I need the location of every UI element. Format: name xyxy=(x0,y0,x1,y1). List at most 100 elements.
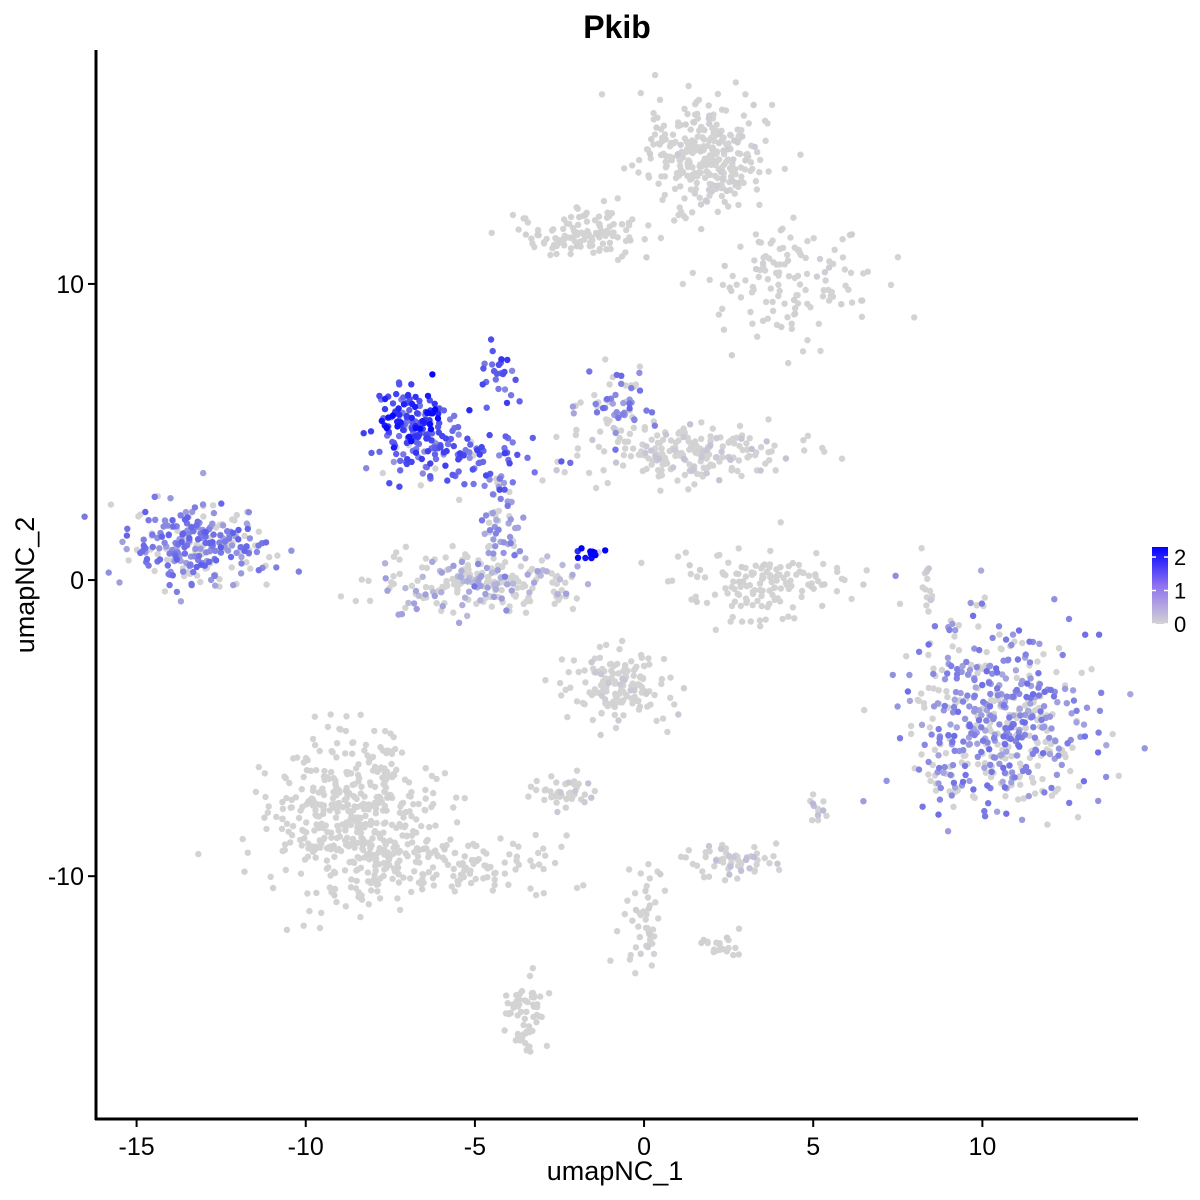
cell-point xyxy=(703,446,711,453)
cell-point xyxy=(297,807,304,814)
cell-point xyxy=(625,866,633,873)
cell-point xyxy=(245,509,252,516)
cell-point xyxy=(1073,707,1080,714)
cell-point xyxy=(498,595,505,602)
cell-point xyxy=(648,962,655,969)
cell-point xyxy=(693,598,700,605)
cell-point xyxy=(723,158,730,165)
cell-point xyxy=(395,879,403,886)
cell-point xyxy=(656,141,663,148)
cell-point xyxy=(427,425,435,433)
y-tick-label: -10 xyxy=(48,863,84,891)
cell-point xyxy=(705,115,712,122)
cell-point xyxy=(603,246,610,253)
cell-point xyxy=(641,426,648,433)
cell-point xyxy=(243,520,251,527)
cell-point xyxy=(478,517,486,524)
cell-point xyxy=(1034,762,1042,769)
cell-point xyxy=(593,409,601,416)
cell-point xyxy=(1073,719,1080,726)
cell-point xyxy=(200,513,207,520)
cell-point xyxy=(949,761,957,769)
cell-point xyxy=(628,384,635,392)
cell-point xyxy=(393,766,400,773)
cell-point xyxy=(721,262,728,270)
cell-point xyxy=(455,468,462,475)
cell-point xyxy=(1094,749,1102,756)
cell-point xyxy=(632,970,639,977)
cell-point xyxy=(1044,821,1051,828)
cell-point xyxy=(698,225,705,233)
cell-point xyxy=(501,870,509,877)
cell-point xyxy=(431,592,438,600)
x-tick-label: 10 xyxy=(968,1133,996,1161)
cell-point xyxy=(629,445,637,452)
cell-point xyxy=(501,386,509,393)
cell-point xyxy=(367,428,375,435)
cell-point xyxy=(769,237,776,244)
cell-point xyxy=(612,459,620,466)
cell-point xyxy=(595,220,603,228)
cell-point xyxy=(775,866,783,874)
cell-point xyxy=(316,747,323,755)
cell-point xyxy=(418,564,426,571)
cell-point xyxy=(801,447,808,454)
cell-point xyxy=(632,697,639,705)
cell-point xyxy=(166,550,173,557)
cell-point xyxy=(295,568,302,575)
cell-point xyxy=(559,561,566,569)
cell-point xyxy=(1002,636,1010,643)
cell-point xyxy=(785,613,792,620)
cell-point xyxy=(253,548,261,556)
cell-point xyxy=(496,452,503,459)
cell-point xyxy=(657,871,664,878)
cell-point xyxy=(638,684,646,691)
cell-point xyxy=(612,692,619,699)
cell-point xyxy=(697,201,705,208)
cell-point xyxy=(994,692,1001,699)
cell-point xyxy=(727,863,734,870)
cell-point xyxy=(764,120,771,127)
cell-point xyxy=(358,576,365,583)
cell-point xyxy=(414,853,422,860)
cell-point xyxy=(239,835,246,843)
cell-point xyxy=(161,539,168,546)
cell-point xyxy=(142,508,149,516)
cell-point xyxy=(367,817,375,825)
cell-point xyxy=(597,731,604,739)
cell-point xyxy=(804,337,811,344)
cell-point xyxy=(1048,784,1055,792)
cell-point xyxy=(451,849,458,857)
cell-point xyxy=(618,220,626,228)
cell-point xyxy=(641,662,648,670)
cell-point xyxy=(616,681,624,688)
cell-point xyxy=(1041,688,1048,695)
cell-point xyxy=(553,580,560,588)
cell-point xyxy=(800,437,807,444)
cell-point xyxy=(1017,712,1024,719)
cell-point xyxy=(621,663,629,670)
cell-point xyxy=(449,471,456,478)
cell-point xyxy=(1001,741,1009,748)
cell-point xyxy=(273,564,280,571)
cell-point xyxy=(184,514,191,521)
cell-point xyxy=(500,549,507,557)
cell-point xyxy=(342,827,349,834)
cell-point xyxy=(627,951,634,959)
cell-point xyxy=(243,559,250,566)
cell-point xyxy=(969,793,977,800)
cell-point xyxy=(776,287,783,295)
cell-point xyxy=(246,535,254,542)
cell-point xyxy=(481,530,488,537)
cell-point xyxy=(1074,814,1082,821)
cell-point xyxy=(954,665,961,673)
cell-point xyxy=(589,436,596,444)
cell-point xyxy=(217,532,224,539)
cell-point xyxy=(492,543,499,550)
cell-point xyxy=(317,801,324,809)
cell-point xyxy=(446,416,454,423)
cell-point xyxy=(143,555,151,563)
cell-point xyxy=(713,121,720,128)
cell-point xyxy=(638,559,645,566)
cell-point xyxy=(262,539,270,546)
